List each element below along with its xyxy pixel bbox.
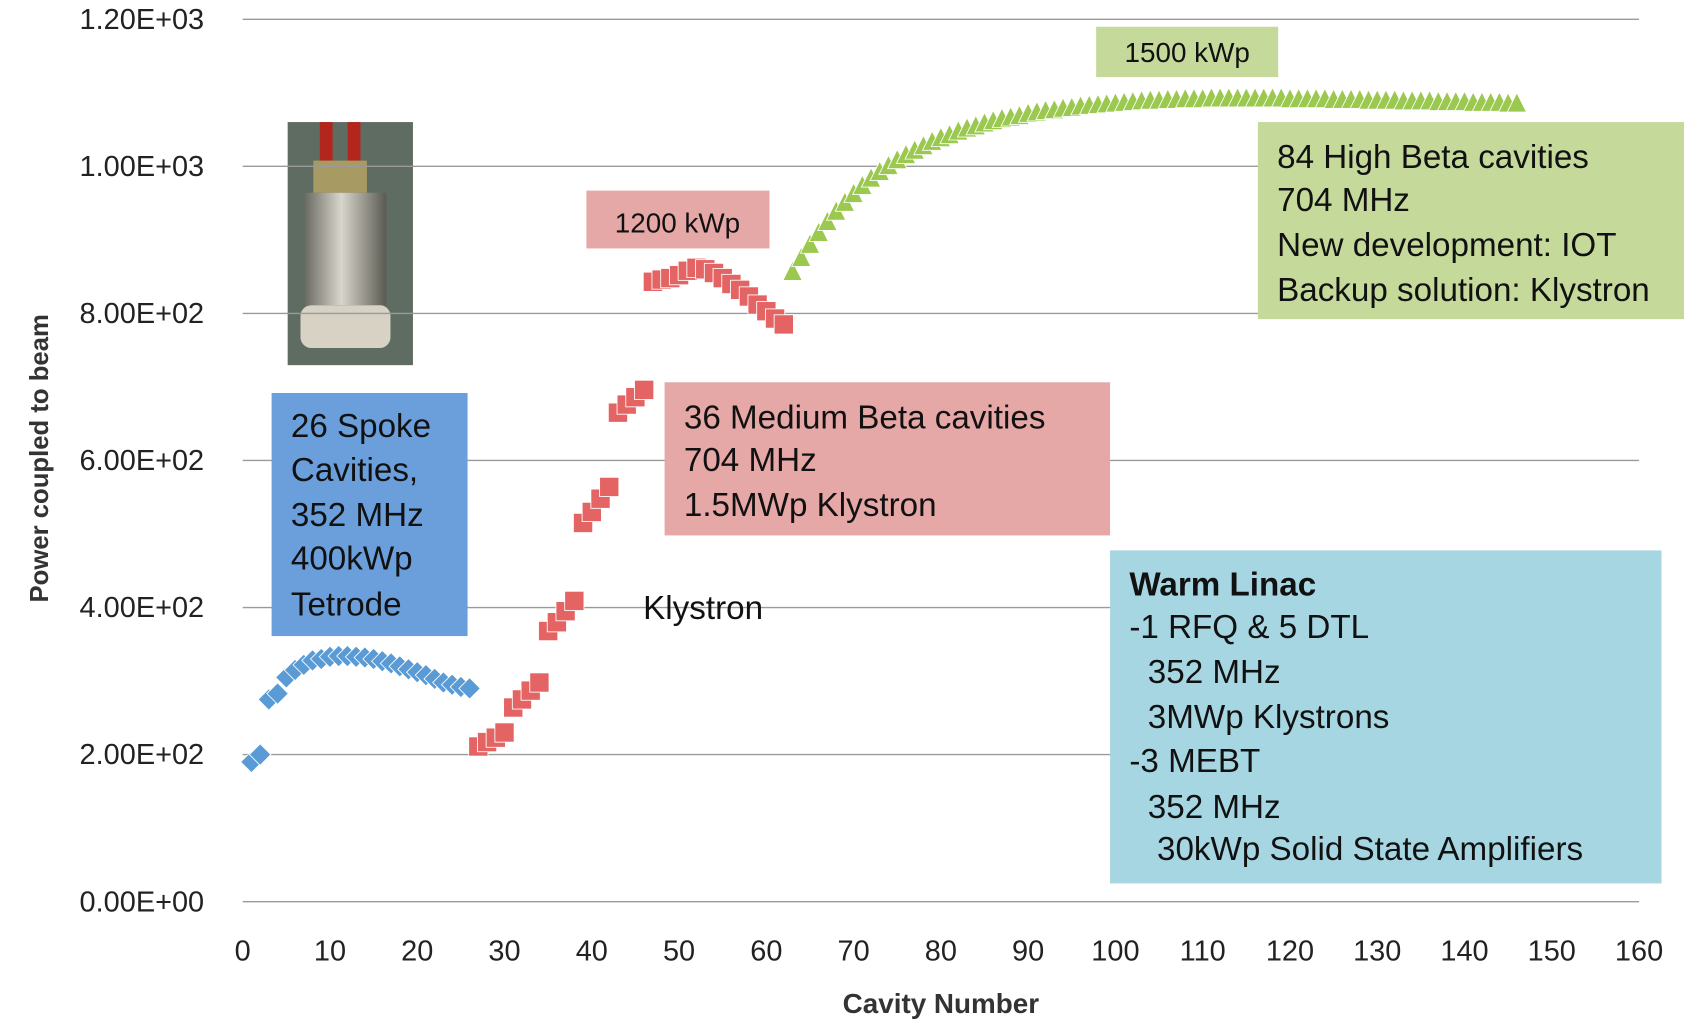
y-tick-label: 2.00E+02 <box>80 739 205 771</box>
x-tick-label: 130 <box>1353 936 1401 968</box>
data-point <box>774 315 793 334</box>
x-tick-label: 20 <box>401 936 433 968</box>
y-axis-title: Power coupled to beam <box>26 314 54 602</box>
x-axis-title: Cavity Number <box>843 988 1040 1019</box>
coupler-photo <box>288 122 413 365</box>
data-point <box>600 477 619 496</box>
annotation-text: 400kWp <box>291 541 413 578</box>
annotation-text: 704 MHz <box>1277 182 1410 219</box>
chart: Power coupled to beam Cavity Number 0.00… <box>0 0 1689 1028</box>
x-tick-label: 10 <box>314 936 346 968</box>
x-tick-label: 100 <box>1091 936 1139 968</box>
y-tick-label: 4.00E+02 <box>80 592 205 624</box>
x-tick-label: 150 <box>1528 936 1576 968</box>
y-tick-label: 8.00E+02 <box>80 298 205 330</box>
annotation-text: 352 MHz <box>1129 789 1280 826</box>
data-point <box>530 673 549 692</box>
annotation: Klystron <box>643 590 763 627</box>
annotation-text: Backup solution: Klystron <box>1277 272 1650 309</box>
x-tick-label: 50 <box>663 936 695 968</box>
annotation-text: 1.5MWp Klystron <box>684 487 937 524</box>
series <box>241 645 481 772</box>
annotation-text: Tetrode <box>291 587 402 624</box>
annotation-text: Klystron <box>643 590 763 627</box>
annotation-text: 704 MHz <box>684 442 817 479</box>
annotation-text: Warm Linac <box>1129 566 1316 603</box>
annotation-text: 36 Medium Beta cavities <box>684 399 1046 436</box>
x-tick-label: 140 <box>1440 936 1488 968</box>
annotation-text: 1200 kWp <box>615 207 740 238</box>
data-point <box>635 380 654 399</box>
y-tick-label: 1.00E+03 <box>80 151 205 183</box>
y-tick-label: 0.00E+00 <box>80 886 205 918</box>
annotation-text: 30kWp Solid State Amplifiers <box>1129 831 1583 868</box>
annotation: Warm Linac -1 RFQ & 5 DTL 352 MHz 3MWp Kl… <box>1110 550 1661 883</box>
annotation: 84 High Beta cavities 704 MHz New developm… <box>1258 122 1689 319</box>
annotation-text: 1500 kWp <box>1125 37 1250 68</box>
x-tick-label: 120 <box>1266 936 1314 968</box>
page: {"chart_data":{"type":"scatter", "y_labe… <box>0 0 1689 1028</box>
annotation-text: -3 MEBT <box>1129 743 1260 780</box>
annotation: 26 Spoke Cavities, 352 MHz 400kWp Tetrode <box>272 393 468 636</box>
y-tick-label: 1.20E+03 <box>80 4 205 36</box>
x-tick-label: 30 <box>488 936 520 968</box>
data-point <box>565 591 584 610</box>
x-tick-label: 70 <box>838 936 870 968</box>
y-tick-label: 6.00E+02 <box>80 445 205 477</box>
x-tick-label: 90 <box>1012 936 1044 968</box>
x-tick-label: 60 <box>750 936 782 968</box>
x-tick-label: 110 <box>1180 936 1226 968</box>
annotation-text: Cavities, <box>291 452 418 489</box>
data-point <box>495 723 514 742</box>
annotation-text: 352 MHz <box>291 497 424 534</box>
annotation: 1200 kWp <box>586 191 769 249</box>
x-tick-label: 80 <box>925 936 957 968</box>
annotation-text: 26 Spoke <box>291 408 431 445</box>
annotation-text: -1 RFQ & 5 DTL <box>1129 609 1369 646</box>
annotation-text: 84 High Beta cavities <box>1277 139 1589 176</box>
x-tick-label: 40 <box>576 936 608 968</box>
annotation-text: 3MWp Klystrons <box>1129 699 1389 736</box>
annotation-text: New development: IOT <box>1277 227 1616 264</box>
annotation: 1500 kWp <box>1096 27 1278 77</box>
annotation-text: 352 MHz <box>1129 654 1280 691</box>
annotation: 36 Medium Beta cavities 704 MHz 1.5MWp Kly… <box>665 382 1110 535</box>
x-tick-label: 0 <box>235 936 251 968</box>
x-tick-label: 160 <box>1615 936 1663 968</box>
